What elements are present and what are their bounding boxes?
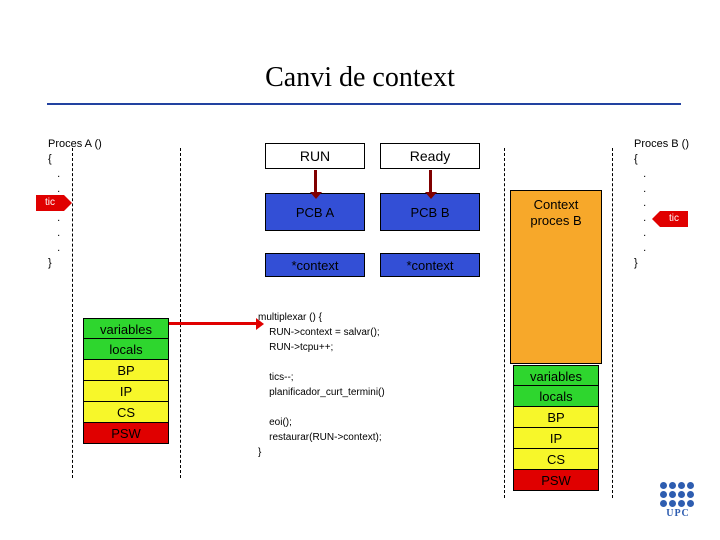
stack-row: locals	[83, 339, 169, 360]
ctx-b-label: *context	[407, 258, 454, 273]
upc-text: UPC	[660, 508, 696, 519]
stack-b: variableslocalsBPIPCSPSW	[513, 365, 599, 491]
run-box: RUN	[265, 143, 365, 169]
stack-row: variables	[83, 318, 169, 339]
stack-a: variableslocalsBPIPCSPSW	[83, 318, 169, 444]
stack-row: variables	[513, 365, 599, 386]
dashed-col	[180, 148, 181, 478]
ctx-b-box: *context	[380, 253, 480, 277]
title-underline	[47, 103, 681, 105]
arrow-down-icon	[314, 170, 317, 192]
ready-label: Ready	[410, 148, 450, 164]
pcb-b-label: PCB B	[410, 205, 449, 220]
proc-b-code: Proces B () { . . . . . . }	[634, 137, 689, 271]
stack-row: locals	[513, 386, 599, 407]
tic-left: tic	[36, 195, 64, 211]
orange-box	[510, 234, 602, 364]
tic-right: tic	[660, 211, 688, 227]
stack-row: PSW	[513, 470, 599, 491]
arrow-down-icon	[429, 170, 432, 192]
stack-row: CS	[513, 449, 599, 470]
red-arrow-right-icon	[166, 322, 256, 325]
run-label: RUN	[300, 148, 330, 164]
stack-row: PSW	[83, 423, 169, 444]
page-title: Canvi de context	[0, 62, 720, 94]
ctx-a-label: *context	[292, 258, 339, 273]
upc-logo: UPC	[660, 482, 696, 522]
context-proces-b-box: Context proces B	[510, 190, 602, 236]
stack-row: BP	[83, 360, 169, 381]
pcb-a-label: PCB A	[296, 205, 334, 220]
upc-dots-icon	[660, 482, 696, 507]
stack-row: IP	[513, 428, 599, 449]
dashed-col	[504, 148, 505, 498]
stack-row: IP	[83, 381, 169, 402]
ready-box: Ready	[380, 143, 480, 169]
stack-row: BP	[513, 407, 599, 428]
ctx-proc-b-label: Context proces B	[530, 197, 581, 228]
dashed-col	[612, 148, 613, 498]
multiplexar-code: multiplexar () { RUN->context = salvar()…	[258, 310, 385, 460]
ctx-a-box: *context	[265, 253, 365, 277]
stack-row: CS	[83, 402, 169, 423]
